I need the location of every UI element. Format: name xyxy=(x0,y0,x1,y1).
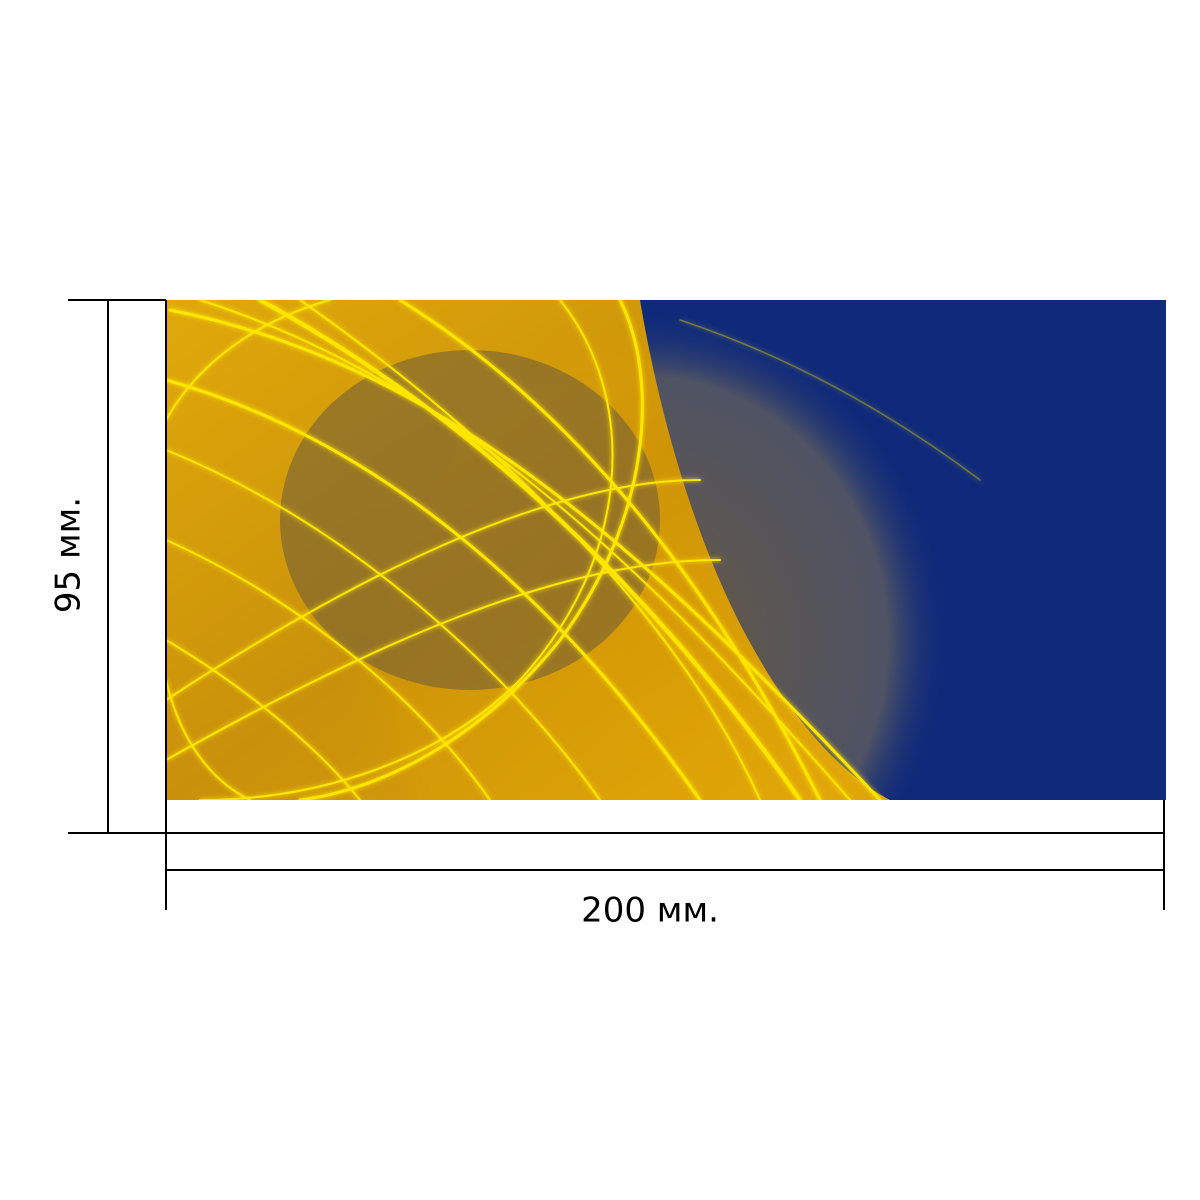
artwork-light-strands xyxy=(166,300,981,800)
artwork-shadow xyxy=(280,350,660,690)
width-dimension: 200 мм. xyxy=(166,800,1165,931)
width-label: 200 мм. xyxy=(581,891,719,931)
product-artwork xyxy=(166,300,1166,800)
height-label: 95 мм. xyxy=(49,497,89,613)
height-dimension: 95 мм. xyxy=(49,299,167,910)
